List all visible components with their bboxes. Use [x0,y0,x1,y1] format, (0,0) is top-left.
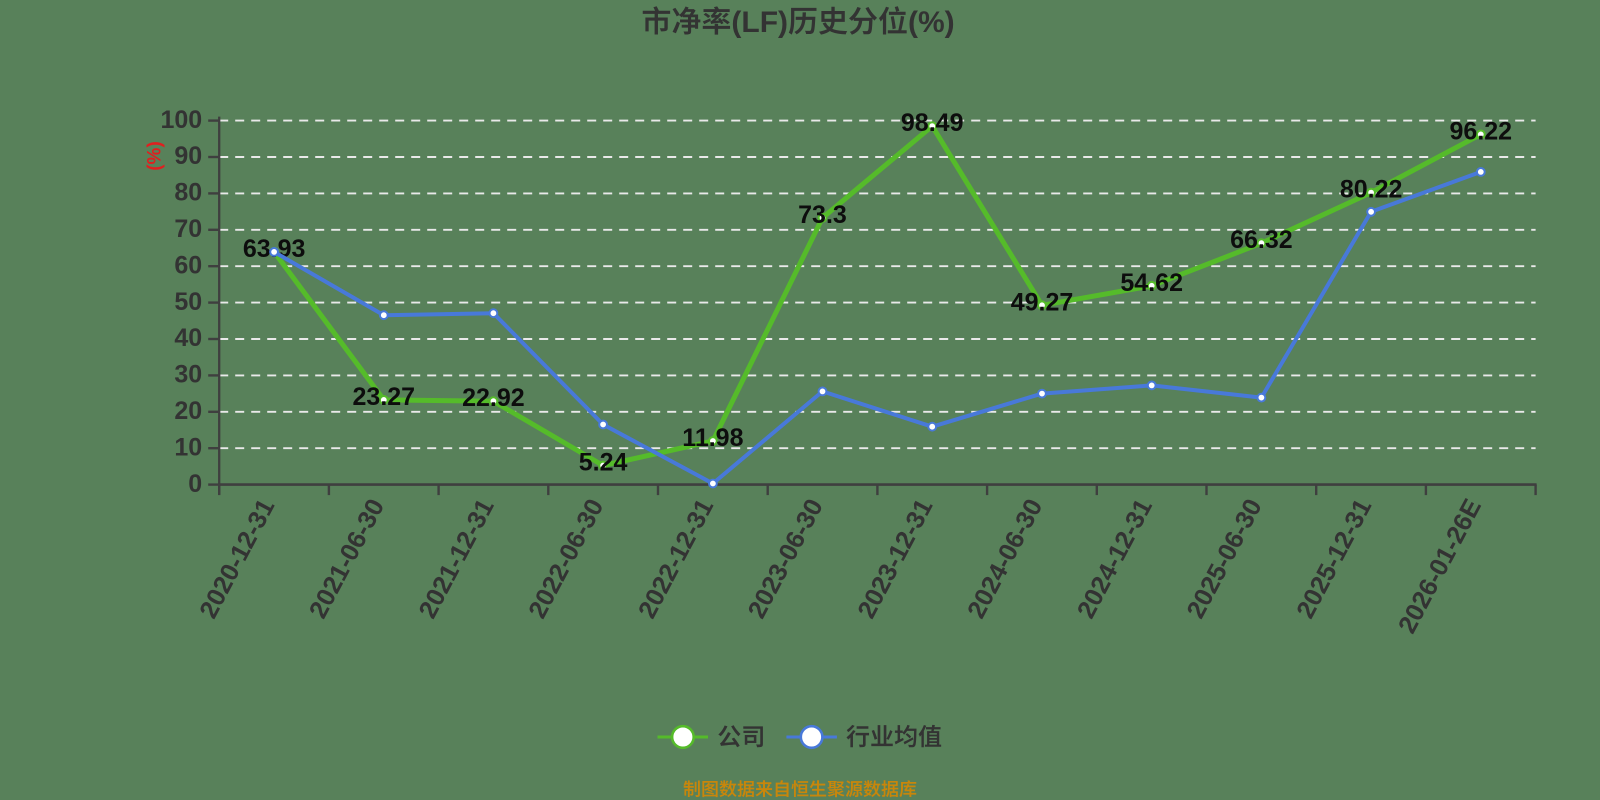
svg-text:73.3: 73.3 [798,201,847,229]
svg-text:54.62: 54.62 [1120,269,1183,297]
svg-text:70: 70 [174,215,202,243]
svg-text:90: 90 [174,142,202,170]
svg-text:23.27: 23.27 [353,383,416,411]
svg-text:50: 50 [174,288,202,316]
svg-text:(%): (%) [145,141,166,171]
svg-text:49.27: 49.27 [1011,288,1074,316]
svg-text:30: 30 [174,361,202,389]
svg-text:66.32: 66.32 [1230,226,1293,254]
svg-text:(%): (%) [908,6,955,39]
svg-text:0: 0 [188,470,202,498]
svg-text:20: 20 [174,397,202,425]
svg-text:11.98: 11.98 [682,424,743,452]
svg-text:(LF): (LF) [731,6,788,39]
svg-text:5.24: 5.24 [579,449,628,477]
svg-text:80.22: 80.22 [1340,176,1403,204]
svg-text:80: 80 [174,179,202,207]
svg-text:100: 100 [160,106,202,134]
svg-text:96.22: 96.22 [1450,117,1513,145]
svg-text:98.49: 98.49 [901,109,964,137]
svg-text:10: 10 [174,433,202,461]
svg-text:22.92: 22.92 [462,384,525,412]
svg-text:60: 60 [174,251,202,279]
svg-text:40: 40 [174,324,202,352]
